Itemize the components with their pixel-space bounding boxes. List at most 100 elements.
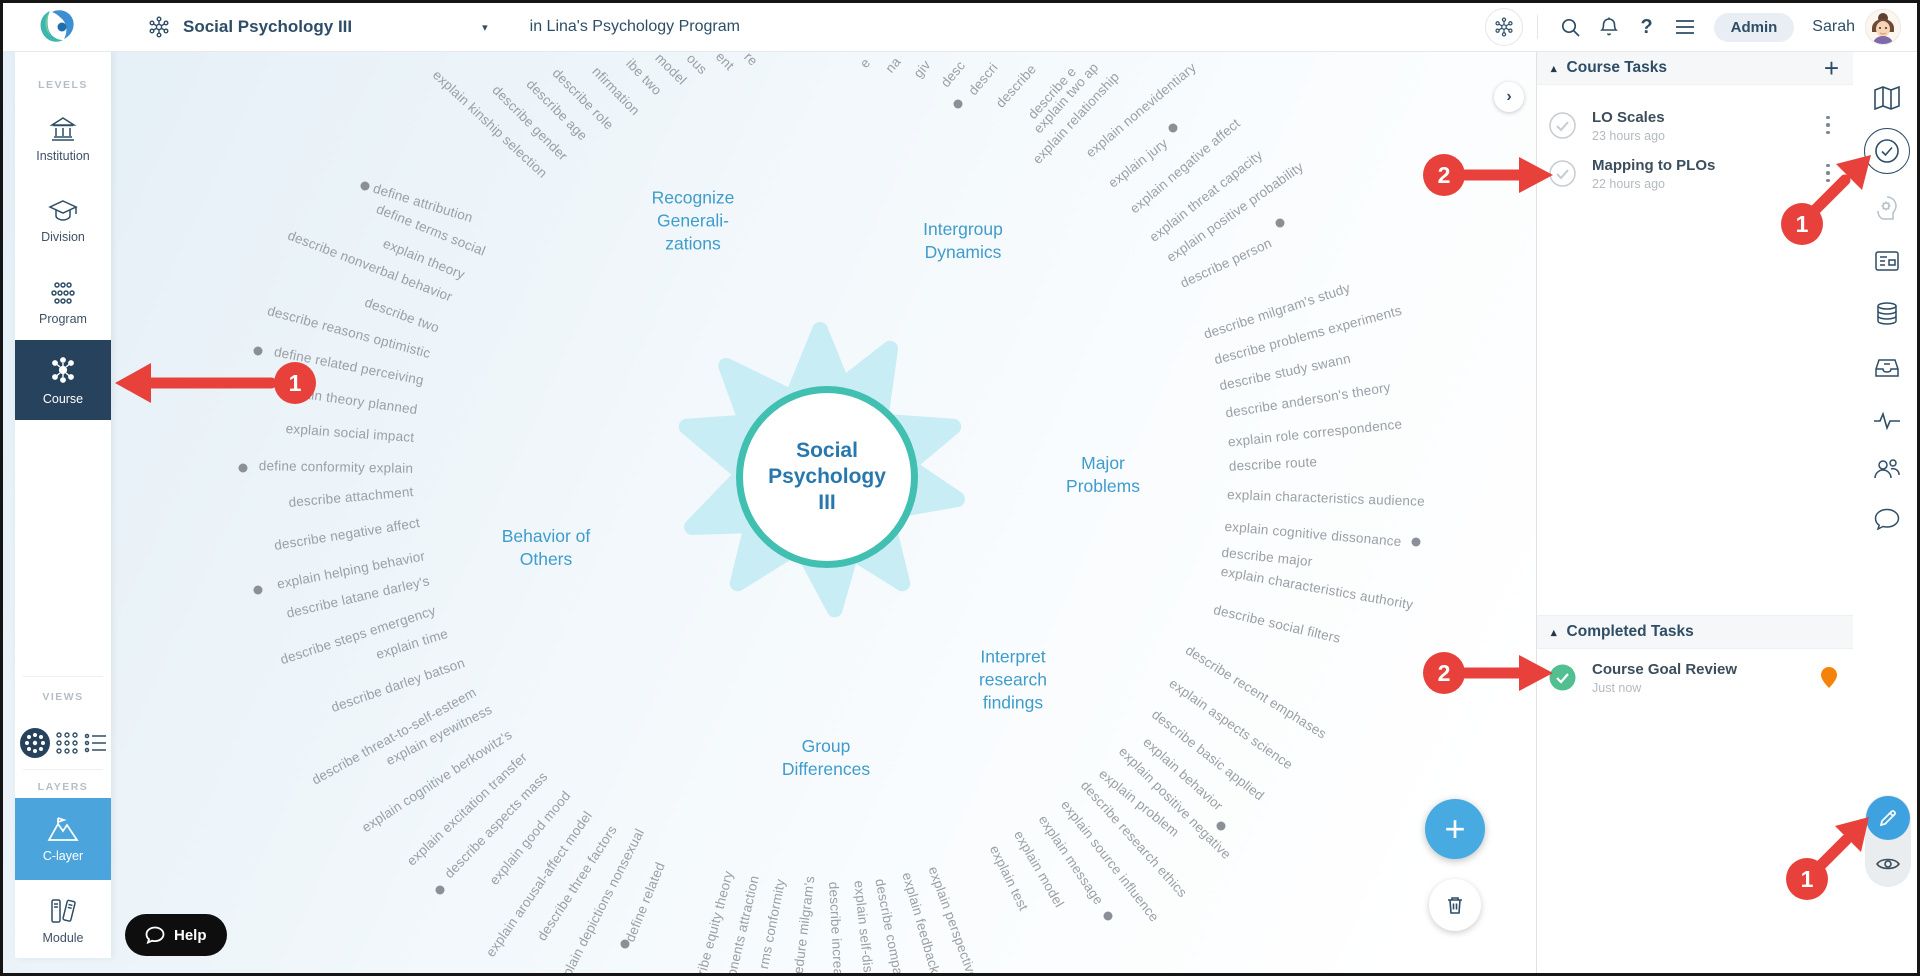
concept-leaf[interactable]: explain characteristics audience: [1226, 487, 1426, 509]
concept-node-dot: [1275, 218, 1285, 228]
help-label: Help: [174, 926, 207, 944]
concept-leaf[interactable]: describe compa: [872, 877, 906, 976]
completed-tasks-title: Completed Tasks: [1566, 623, 1694, 640]
left-sidebar: LEVELS Institution Division Program: [15, 51, 111, 958]
concept-leaf[interactable]: re: [741, 49, 761, 69]
concept-category[interactable]: Recognize Generali- zations: [651, 187, 735, 254]
tasks-rail-button[interactable]: [1865, 129, 1909, 173]
admin-badge[interactable]: Admin: [1713, 12, 1795, 42]
concept-leaf[interactable]: explain cognitive dissonance: [1223, 518, 1403, 550]
concept-leaf[interactable]: descri: [965, 59, 1001, 99]
tasks-panel: ▴ Course Tasks + LO Scales 23 hours ago …: [1536, 51, 1854, 973]
edit-mode-button[interactable]: [1866, 796, 1910, 840]
concept-node-dot: [253, 346, 263, 356]
help-menu-button[interactable]: ?: [1640, 15, 1653, 38]
help-button[interactable]: Help: [125, 914, 227, 956]
sidebar-item-module[interactable]: Module: [15, 888, 111, 955]
task-row-lo-scales[interactable]: LO Scales 23 hours ago: [1537, 101, 1853, 149]
task-check-icon[interactable]: [1549, 159, 1576, 187]
view-mode-button[interactable]: [1866, 842, 1910, 886]
main-menu-button[interactable]: [1666, 8, 1704, 46]
delete-button[interactable]: [1429, 879, 1481, 931]
concept-leaf[interactable]: describe negative affect: [273, 515, 421, 553]
task-menu-kebab[interactable]: [1819, 115, 1837, 135]
grid-view-button[interactable]: [54, 730, 80, 756]
concept-leaf[interactable]: describe increa: [826, 881, 846, 976]
concept-leaf[interactable]: rms conformity: [755, 877, 789, 971]
concept-leaf[interactable]: define related: [622, 859, 668, 945]
chevron-down-icon[interactable]: ▾: [482, 21, 488, 34]
concept-category[interactable]: Behavior of Others: [501, 525, 591, 569]
concept-leaf[interactable]: explain role correspondence: [1227, 416, 1403, 450]
concept-leaf[interactable]: describe problems experiments: [1212, 302, 1404, 368]
levels-section-label: LEVELS: [38, 79, 88, 91]
search-button[interactable]: [1552, 8, 1590, 46]
add-node-button[interactable]: +: [1425, 799, 1485, 859]
sidebar-item-label: C-layer: [42, 848, 84, 863]
program-context-label: in Lina's Psychology Program: [529, 18, 740, 35]
concept-leaf[interactable]: na: [882, 54, 904, 76]
activity-rail-button[interactable]: [1865, 399, 1909, 443]
radial-view-button[interactable]: [19, 727, 51, 759]
map-icon: [1873, 86, 1900, 110]
course-tasks-header[interactable]: ▴ Course Tasks +: [1537, 51, 1853, 85]
sidebar-item-institution[interactable]: Institution: [15, 106, 111, 173]
concept-leaf[interactable]: ous: [683, 50, 711, 78]
sidebar-item-program[interactable]: Program: [15, 271, 111, 336]
user-avatar[interactable]: [1865, 9, 1901, 45]
concept-leaf[interactable]: describe social filters: [1212, 602, 1342, 646]
concept-leaf[interactable]: describe route: [1228, 454, 1318, 474]
concept-category[interactable]: Group Differences: [781, 735, 871, 779]
task-row-mapping-to-plos[interactable]: Mapping to PLOs 22 hours ago: [1537, 149, 1853, 197]
task-title: Mapping to PLOs: [1592, 157, 1716, 175]
concept-leaf[interactable]: explain self-disc: [851, 879, 877, 976]
concept-leaf[interactable]: ent: [712, 48, 738, 74]
concept-leaf[interactable]: e: [856, 55, 874, 71]
stack-rail-button[interactable]: [1865, 292, 1909, 336]
concept-node-dot: [1168, 123, 1178, 133]
sidebar-item-c-layer[interactable]: C-layer: [15, 798, 111, 880]
concept-category[interactable]: Major Problems: [1066, 452, 1140, 496]
concept-leaf[interactable]: explain aspects science: [1166, 675, 1296, 773]
concept-leaf[interactable]: describe recent emphases: [1182, 642, 1330, 742]
task-check-icon[interactable]: [1549, 111, 1576, 139]
sidebar-item-course[interactable]: Course: [15, 340, 111, 420]
task-row-course-goal-review[interactable]: Course Goal Review Just now: [1537, 653, 1853, 701]
comments-rail-button[interactable]: [1865, 497, 1909, 541]
concept-leaf[interactable]: desc: [937, 57, 969, 91]
concept-leaf[interactable]: explain characteristics authority: [1219, 563, 1415, 613]
course-center-node[interactable]: Social Psychology III: [736, 386, 918, 568]
location-pin-icon[interactable]: [1821, 666, 1837, 688]
insights-rail-button[interactable]: [1865, 186, 1909, 230]
sidebar-item-division[interactable]: Division: [15, 189, 111, 254]
people-rail-button[interactable]: [1865, 446, 1909, 490]
concept-leaf[interactable]: define conformity explain: [258, 458, 414, 476]
archive-rail-button[interactable]: [1865, 346, 1909, 390]
completed-tasks-header[interactable]: ▴ Completed Tasks: [1537, 615, 1853, 649]
news-rail-button[interactable]: [1865, 239, 1909, 283]
network-view-button[interactable]: [1484, 8, 1523, 46]
task-title: LO Scales: [1592, 109, 1665, 127]
concept-leaf[interactable]: explain theory planned: [277, 382, 419, 418]
concept-leaf[interactable]: describe attachment: [287, 484, 415, 510]
notifications-button[interactable]: [1590, 8, 1628, 46]
concept-category[interactable]: Intergroup Dynamics: [923, 218, 1003, 262]
app-logo[interactable]: [3, 3, 111, 51]
collapse-triangle-icon[interactable]: ▴: [1551, 62, 1557, 75]
concept-leaf[interactable]: explain nonevidentiary: [1083, 59, 1199, 161]
concept-leaf[interactable]: describe two: [362, 294, 442, 336]
collapse-panel-chevron[interactable]: ›: [1494, 82, 1524, 112]
concept-leaf[interactable]: explain social impact: [285, 421, 415, 445]
course-switcher[interactable]: Social Psychology III ▾: [147, 15, 488, 39]
task-check-done-icon[interactable]: [1549, 664, 1576, 691]
molecule-icon: [1495, 17, 1513, 37]
add-task-button[interactable]: +: [1823, 53, 1839, 83]
map-rail-button[interactable]: [1865, 76, 1909, 120]
task-menu-kebab[interactable]: [1819, 163, 1837, 183]
collapse-triangle-icon[interactable]: ▴: [1551, 626, 1557, 639]
concept-leaf[interactable]: edure milgram's: [790, 875, 818, 975]
concept-leaf[interactable]: giv: [910, 57, 934, 81]
sidebar-divider: [23, 676, 103, 677]
concept-category[interactable]: Interpret research findings: [978, 646, 1048, 713]
list-view-button[interactable]: [84, 731, 108, 755]
